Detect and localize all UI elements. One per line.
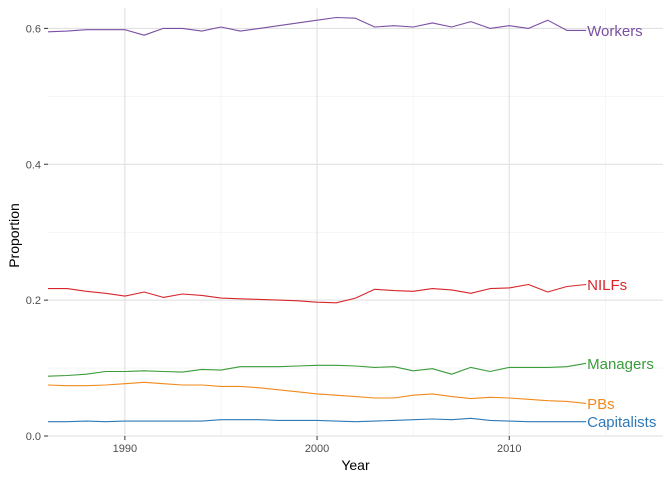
x-tick-label: 2000 (305, 443, 329, 455)
y-tick-label: 0.4 (26, 159, 41, 171)
series-label-workers: Workers (587, 23, 643, 40)
series-line-pbs (47, 381, 587, 404)
y-axis-ticks: 0.0 0.2 0.4 0.6 (26, 23, 48, 443)
series-line-nilfs (48, 283, 587, 304)
y-tick-label: 0.6 (26, 23, 41, 35)
series-line-managers (47, 362, 587, 377)
series-lines (47, 16, 587, 423)
x-axis-ticks: 1990 2000 2010 (113, 436, 521, 455)
x-tick-label: 2010 (497, 443, 521, 455)
series-label-managers: Managers (587, 356, 654, 373)
x-axis-title: Year (341, 457, 370, 473)
series-line-workers (47, 16, 587, 36)
gridlines (48, 8, 663, 437)
y-axis-title: Proportion (6, 203, 22, 268)
series-line-capitalists (48, 417, 587, 423)
x-tick-label: 1990 (113, 443, 137, 455)
series-label-pbs: PBs (587, 396, 615, 413)
y-tick-label: 0.2 (26, 295, 41, 307)
series-label-capitalists: Capitalists (587, 414, 656, 431)
series-label-nilfs: NILFs (587, 277, 627, 294)
y-tick-label: 0.0 (26, 431, 41, 443)
